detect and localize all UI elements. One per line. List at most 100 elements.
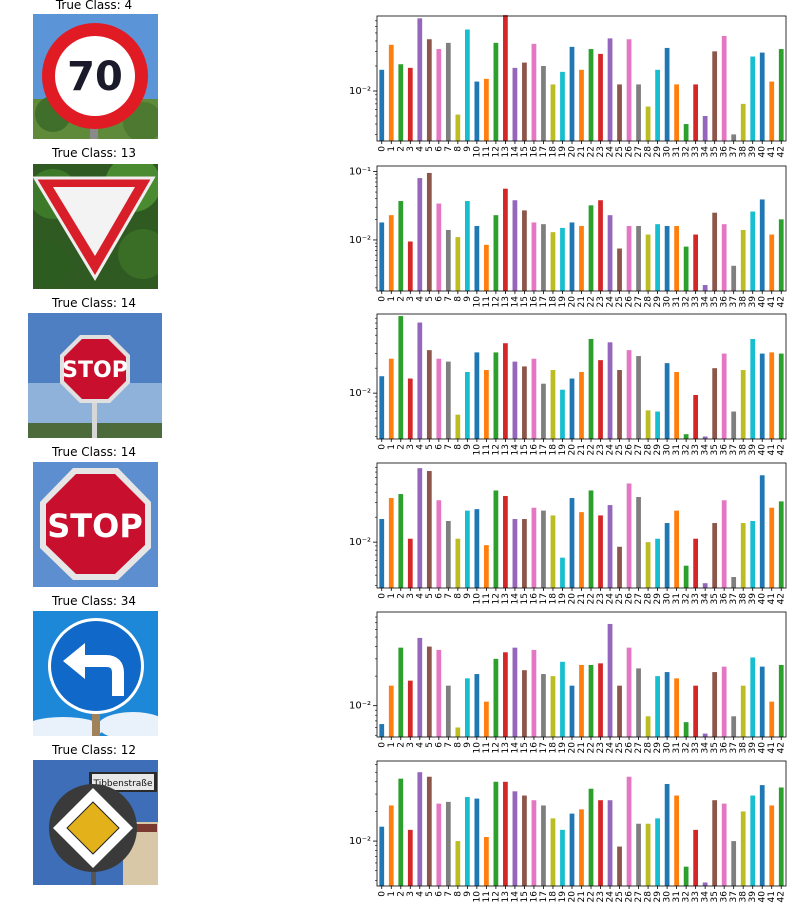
x-tick-label: 15 [520,296,530,307]
x-tick-label: 37 [729,593,739,604]
x-tick-label: 7 [444,296,454,302]
x-tick-label: 26 [625,891,635,903]
bar-class-21 [579,512,584,588]
bar-class-8 [455,114,461,141]
x-tick-label: 2 [396,593,406,599]
bar-class-35 [712,51,718,141]
x-tick-label: 18 [548,742,558,754]
x-tick-label: 42 [777,444,787,455]
x-tick-label: 27 [634,891,644,902]
bar-class-26 [626,39,632,142]
x-tick-label: 27 [634,444,644,455]
x-tick-label: 38 [739,742,749,754]
y-tick-label: 10⁻² [349,701,371,712]
bar-class-38 [740,811,746,886]
x-tick-label: 36 [720,444,730,456]
y-tick-label: 10⁻² [349,836,371,847]
bar-class-8 [455,237,461,291]
x-tick-label: 34 [701,444,711,456]
bar-class-21 [579,809,584,886]
bar-class-6 [436,649,442,737]
x-tick-label: 20 [567,444,577,456]
bar-class-19 [560,389,565,439]
x-tick-label: 11 [482,742,492,753]
x-tick-label: 6 [434,593,444,599]
x-tick-label: 19 [558,444,568,456]
x-tick-label: 27 [634,593,644,604]
x-tick-label: 14 [510,296,520,308]
x-tick-label: 23 [596,891,606,902]
x-tick-label: 18 [548,296,558,308]
x-tick-label: 34 [701,593,711,605]
bar-class-32 [683,866,689,886]
x-tick-label: 38 [739,444,749,456]
y-tick-label: 10⁻² [349,235,371,246]
x-tick-label: 16 [529,296,539,308]
bar-class-17 [541,510,546,588]
x-tick-label: 11 [482,891,492,902]
x-tick-label: 4 [415,891,425,897]
x-tick-label: 15 [520,146,530,157]
speed-limit-70-image: 70 [33,14,158,139]
bar-class-9 [464,29,470,142]
y-tick-label: 10⁻¹ [349,166,371,177]
x-tick-label: 21 [577,296,587,307]
x-tick-label: 41 [767,891,777,902]
x-tick-label: 28 [644,742,654,754]
x-tick-label: 0 [377,593,387,599]
bar-class-31 [674,510,679,588]
x-tick-label: 37 [729,742,739,753]
bar-class-41 [769,701,775,737]
bar-class-22 [588,338,594,439]
bar-class-14 [512,361,518,439]
x-tick-label: 18 [548,593,558,605]
x-tick-label: 38 [739,296,749,308]
bar-class-3 [407,538,413,588]
bar-class-41 [769,234,775,291]
bar-class-32 [683,434,689,439]
x-tick-label: 40 [758,444,768,456]
bar-class-7 [445,685,451,737]
x-tick-label: 26 [625,146,635,158]
bar-class-26 [626,647,632,737]
bar-class-9 [464,797,470,886]
x-tick-label: 33 [691,444,701,455]
bar-class-19 [560,71,565,141]
bar-class-39 [750,211,756,291]
x-tick-label: 3 [406,593,416,599]
x-tick-label: 30 [663,742,673,754]
x-tick-label: 13 [501,891,511,902]
x-tick-label: 1 [387,891,397,897]
bar-class-14 [512,200,518,291]
x-tick-label: 6 [434,742,444,748]
x-tick-label: 28 [644,296,654,308]
bar-class-29 [655,538,660,588]
bar-class-8 [455,414,461,439]
bar-class-17 [541,805,546,886]
bar-class-4 [417,322,423,439]
bar-class-34 [702,733,708,737]
bar-class-6 [436,803,442,886]
x-tick-label: 31 [672,296,682,307]
x-tick-label: 19 [558,742,568,754]
bar-class-28 [645,823,651,886]
x-tick-label: 9 [463,593,473,599]
x-tick-label: 8 [453,444,463,450]
bar-class-9 [464,678,470,737]
bar-class-5 [426,39,432,142]
bar-class-13 [503,781,508,886]
bar-class-33 [693,685,699,737]
x-tick-label: 13 [501,146,511,157]
x-tick-label: 36 [720,146,730,158]
bar-class-7 [445,801,451,886]
x-tick-label: 36 [720,296,730,308]
x-tick-label: 15 [520,444,530,455]
bar-class-23 [598,200,603,291]
y-tick-label: 10⁻² [349,388,371,399]
x-tick-label: 30 [663,444,673,456]
bar-class-12 [493,781,499,886]
x-tick-label: 26 [625,444,635,456]
bar-class-23 [598,515,603,588]
bar-class-33 [693,394,699,439]
bar-class-18 [550,676,556,737]
